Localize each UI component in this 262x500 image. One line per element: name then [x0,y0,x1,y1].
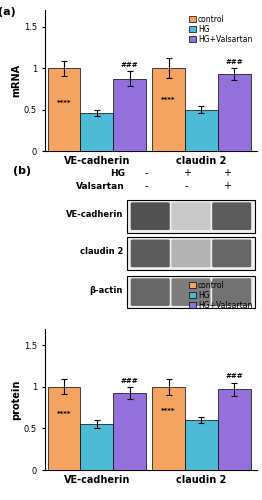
Bar [80,113,113,151]
Bar [127,237,255,270]
Text: -: - [145,182,148,192]
Bar [113,393,146,470]
Bar [218,390,251,470]
Bar [113,79,146,151]
Bar [218,74,251,151]
Y-axis label: protein: protein [11,379,21,420]
Y-axis label: mRNA: mRNA [11,64,21,97]
FancyBboxPatch shape [171,240,210,267]
Text: ****: **** [161,408,176,414]
Text: ###: ### [226,59,243,65]
Text: ****: **** [161,97,176,103]
Bar [127,276,255,308]
Text: ****: **** [57,100,71,106]
FancyBboxPatch shape [131,202,170,230]
FancyBboxPatch shape [171,278,210,306]
FancyBboxPatch shape [212,278,251,306]
Text: Valsartan: Valsartan [77,182,125,191]
FancyBboxPatch shape [212,202,251,230]
Text: β-actin: β-actin [90,286,123,295]
Text: claudin 2: claudin 2 [80,248,123,256]
Bar [152,68,185,151]
Text: +: + [223,168,231,178]
Text: +: + [183,168,191,178]
Bar [152,387,185,470]
FancyBboxPatch shape [171,202,210,230]
Legend: control, HG, HG+Valsartan: control, HG, HG+Valsartan [188,280,253,310]
Text: (b): (b) [13,166,31,175]
Bar [127,200,255,232]
Bar [47,387,80,470]
Text: ###: ### [121,378,139,384]
Text: VE-cadherin: VE-cadherin [66,210,123,219]
Bar [47,68,80,151]
Bar [185,110,218,151]
Text: +: + [223,182,231,192]
Text: -: - [145,168,148,178]
Text: ###: ### [226,374,243,380]
Text: (a): (a) [0,7,16,17]
Text: -: - [185,182,188,192]
FancyBboxPatch shape [212,240,251,267]
Bar [185,420,218,470]
Text: ###: ### [121,62,139,68]
Legend: control, HG, HG+Valsartan: control, HG, HG+Valsartan [188,14,253,44]
Bar [80,424,113,470]
Text: HG: HG [110,168,125,177]
FancyBboxPatch shape [131,240,170,267]
Text: ****: **** [57,411,71,417]
FancyBboxPatch shape [131,278,170,306]
